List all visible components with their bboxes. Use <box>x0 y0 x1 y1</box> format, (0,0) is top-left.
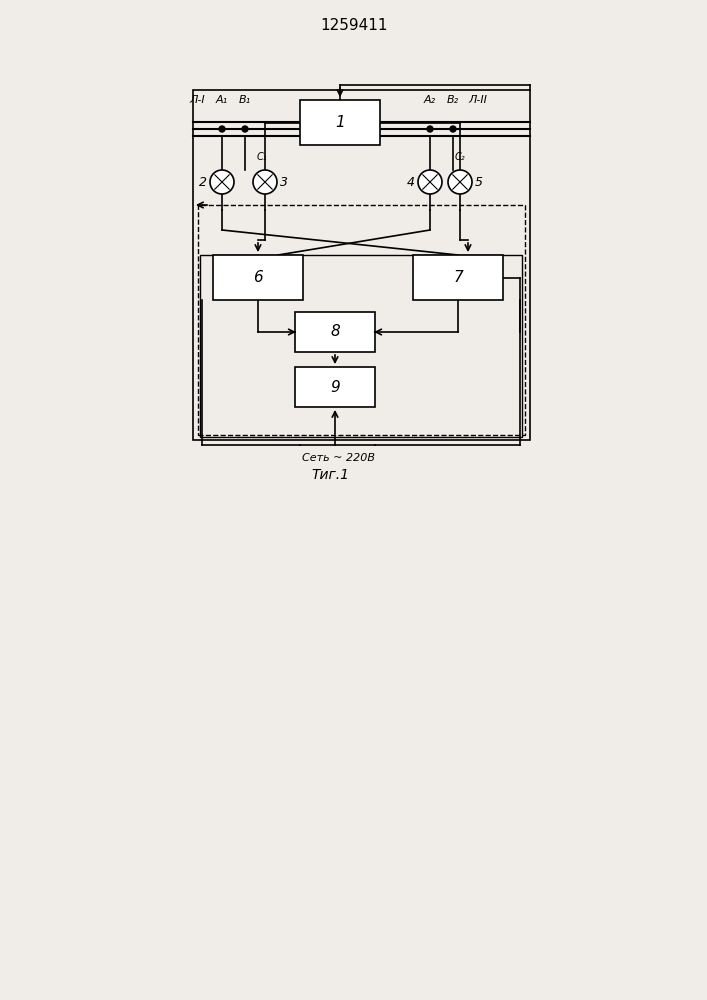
Circle shape <box>427 126 433 132</box>
Text: 5: 5 <box>475 176 483 188</box>
Text: C₂: C₂ <box>455 152 465 162</box>
Text: 3: 3 <box>280 176 288 188</box>
Circle shape <box>418 170 442 194</box>
Circle shape <box>448 170 472 194</box>
Text: 6: 6 <box>253 270 263 285</box>
Text: 4: 4 <box>407 176 415 188</box>
Bar <box>213 255 303 300</box>
Text: A₂: A₂ <box>424 95 436 105</box>
Text: B₂: B₂ <box>447 95 459 105</box>
Text: 8: 8 <box>330 324 340 340</box>
Circle shape <box>242 126 248 132</box>
Text: Л-II: Л-II <box>469 95 487 105</box>
Circle shape <box>253 170 277 194</box>
Text: Сеть ~ 220В: Сеть ~ 220В <box>301 453 375 463</box>
Text: Л-I: Л-I <box>189 95 205 105</box>
Bar <box>300 100 380 145</box>
Circle shape <box>450 126 456 132</box>
Text: A₁: A₁ <box>216 95 228 105</box>
Bar <box>413 255 503 300</box>
Text: 1259411: 1259411 <box>320 17 387 32</box>
Text: 1: 1 <box>335 115 345 130</box>
Text: 2: 2 <box>199 176 207 188</box>
Text: 9: 9 <box>330 379 340 394</box>
Bar <box>295 367 375 407</box>
Bar <box>295 312 375 352</box>
Text: B₁: B₁ <box>239 95 251 105</box>
Bar <box>193 90 530 440</box>
Text: Τиг.1: Τиг.1 <box>311 468 349 482</box>
Bar <box>200 255 522 437</box>
Text: C₁: C₁ <box>257 152 267 162</box>
Text: 7: 7 <box>453 270 463 285</box>
Circle shape <box>219 126 225 132</box>
Bar <box>198 205 525 435</box>
Circle shape <box>210 170 234 194</box>
